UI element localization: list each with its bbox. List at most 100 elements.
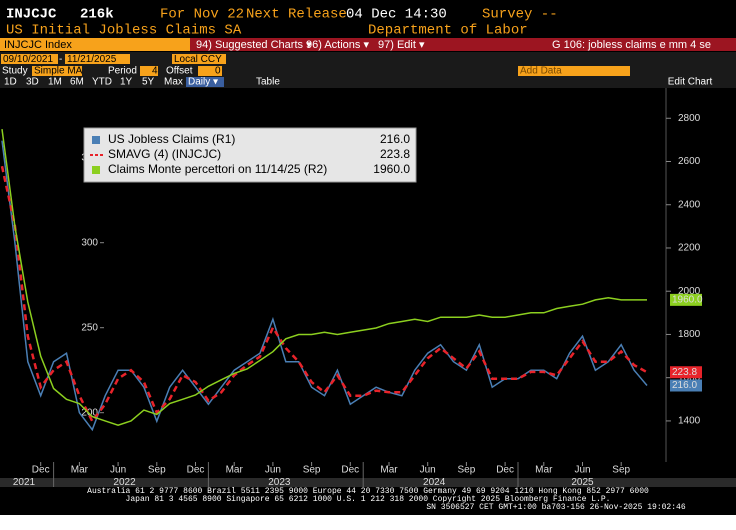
legend-items: US Jobless Claims (R1) 216.0 SMAVG (4) (IN… xyxy=(90,132,410,176)
range-buttons: 1D 3D 1M 6M YTD 1Y 5Y Max xyxy=(4,77,183,88)
currency[interactable]: Local CCY xyxy=(174,54,222,65)
range-button[interactable]: Max xyxy=(164,77,183,88)
input[interactable] xyxy=(140,66,158,76)
survey: Survey -- xyxy=(482,7,558,23)
period[interactable]: 4 xyxy=(152,66,158,77)
add-data-box[interactable] xyxy=(518,66,630,76)
legend-label: US Jobless Claims (R1) xyxy=(108,132,235,146)
input[interactable] xyxy=(32,66,82,76)
year-label: 2022 xyxy=(113,477,136,488)
year-label: 2025 xyxy=(571,477,594,488)
separator: - xyxy=(59,54,62,65)
x-tick-label: Dec xyxy=(496,465,514,476)
start-date[interactable]: 09/10/2021 xyxy=(3,54,53,65)
range-button[interactable]: 1M xyxy=(48,77,62,88)
end-date[interactable]: 11/21/2025 xyxy=(67,54,117,65)
menu-item[interactable]: 94) Suggested Charts ▾ xyxy=(196,39,312,51)
description: US Initial Jobless Claims SA xyxy=(6,23,242,39)
plot: 2002503003501400160018002000220024002600… xyxy=(0,113,703,488)
series-line xyxy=(1,129,647,426)
footer-line: Australia 61 2 9777 8600 Brazil 5511 239… xyxy=(87,487,649,496)
year-label: 2021 xyxy=(13,477,36,488)
x-tick-label: Mar xyxy=(535,465,553,476)
x-tick-label: Jun xyxy=(574,465,590,476)
study[interactable]: Simple MA xyxy=(34,66,83,77)
last-value-label: 1960.0 xyxy=(672,295,703,306)
footer-line: SN 3506527 CET GMT+1:00 ba703-156 26-Nov… xyxy=(426,503,685,512)
series-line xyxy=(1,140,648,432)
legend-label: SMAVG (4) (INJCJC) xyxy=(108,147,221,161)
y2-tick-label: 2200 xyxy=(678,243,701,254)
x-tick-label: Jun xyxy=(265,465,281,476)
last-value-label: 223.8 xyxy=(672,367,697,378)
frequency[interactable]: Daily ▾ xyxy=(188,77,218,88)
table[interactable]: Table xyxy=(256,77,280,88)
range-button[interactable]: YTD xyxy=(92,77,112,88)
range-button[interactable]: 5Y xyxy=(142,77,155,88)
period-label: Period xyxy=(108,66,137,77)
offset[interactable]: 0 xyxy=(215,66,221,77)
last-value-badge xyxy=(670,366,702,379)
y2-tick-label: 1800 xyxy=(678,329,701,340)
legend-label: Claims Monte percettori on 11/14/25 (R2) xyxy=(108,162,327,176)
menu-item[interactable]: 97) Edit ▾ xyxy=(378,39,425,51)
x-tick-label: Sep xyxy=(148,465,166,476)
for-label: For Nov 22 xyxy=(160,7,244,23)
x-tick-label: Mar xyxy=(380,465,398,476)
legend-value: 223.8 xyxy=(380,147,410,161)
legend-value: 1960.0 xyxy=(373,162,410,176)
input[interactable] xyxy=(65,54,130,64)
input[interactable] xyxy=(198,66,222,76)
y2-tick-label: 2600 xyxy=(678,156,701,167)
security-box[interactable] xyxy=(0,38,190,51)
last-value: 216k xyxy=(80,7,114,23)
year-label: 2024 xyxy=(423,477,446,488)
range-button[interactable]: 3D xyxy=(26,77,39,88)
year-axis xyxy=(0,478,736,487)
y2-tick-label: 2400 xyxy=(678,199,701,210)
year-label: 2023 xyxy=(268,477,291,488)
range-button[interactable]: 6M xyxy=(70,77,84,88)
x-tick-label: Mar xyxy=(226,465,244,476)
input[interactable] xyxy=(172,54,226,64)
series-line xyxy=(0,165,648,424)
x-tick-label: Dec xyxy=(187,465,205,476)
y2-tick-label: 1400 xyxy=(678,416,701,427)
range-button[interactable]: 1D xyxy=(4,77,17,88)
legend-value: 216.0 xyxy=(380,132,410,146)
y2-tick-label: 2800 xyxy=(678,113,701,124)
x-tick-label: Sep xyxy=(303,465,321,476)
legend-swatch xyxy=(92,166,100,174)
menu-bar xyxy=(190,38,736,51)
next-release: 04 Dec 14:30 xyxy=(346,7,447,23)
edit-chart[interactable]: Edit Chart xyxy=(668,77,713,88)
last-value-badge xyxy=(670,293,702,306)
legend xyxy=(83,127,417,183)
x-tick-label: Jun xyxy=(420,465,436,476)
range-button[interactable]: 1Y xyxy=(120,77,133,88)
chart-name: G 106: jobless claims e mm 4 se xyxy=(552,39,711,51)
study-label: Study xyxy=(2,66,28,77)
footer-line: Japan 81 3 4565 8900 Singapore 65 6212 1… xyxy=(126,495,611,504)
add-data[interactable]: Add Data xyxy=(520,66,562,77)
menu-item[interactable]: 96) Actions ▾ xyxy=(306,39,369,51)
y-tick-label: 200 xyxy=(81,407,98,418)
input[interactable] xyxy=(1,54,58,64)
x-tick-label: Jun xyxy=(110,465,126,476)
y-tick-label: 250 xyxy=(81,322,98,333)
last-value-label: 216.0 xyxy=(672,380,697,391)
x-tick-label: Sep xyxy=(458,465,476,476)
x-axis xyxy=(0,462,666,478)
security[interactable]: INJCJC Index xyxy=(4,39,72,51)
frequency-box[interactable] xyxy=(186,77,224,87)
x-tick-label: Dec xyxy=(341,465,359,476)
ticker: INJCJC xyxy=(6,7,57,23)
last-value-badge xyxy=(670,379,702,392)
y2-tick-label: 2000 xyxy=(678,286,701,297)
x-tick-label: Sep xyxy=(612,465,630,476)
legend-swatch xyxy=(92,136,100,144)
x-tick-label: Dec xyxy=(32,465,50,476)
x-tick-label: Mar xyxy=(71,465,89,476)
offset-label: Offset xyxy=(166,66,193,77)
